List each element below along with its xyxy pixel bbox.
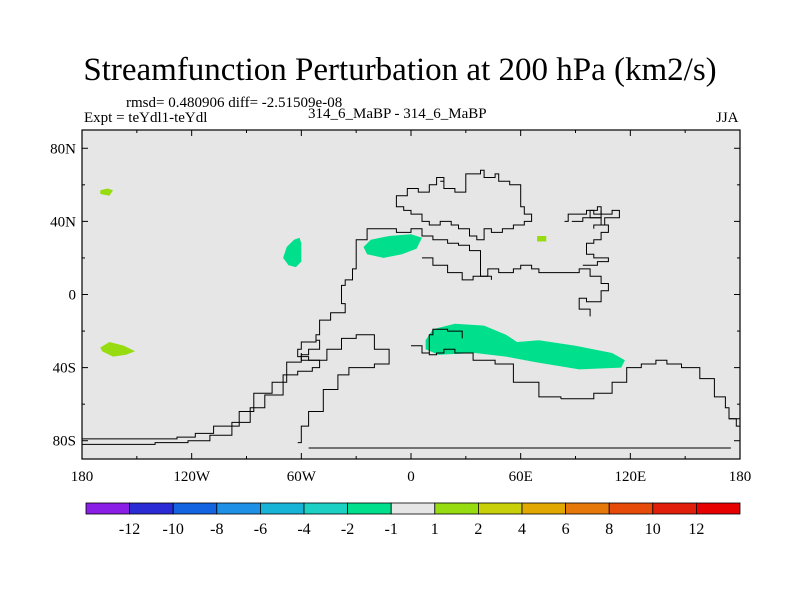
colorbar-box [521,502,566,515]
colorbar-label: -6 [254,521,267,538]
season-label: JJA [716,110,739,126]
coast-africa-east [411,345,562,399]
stats-label: rmsd= 0.480906 diff= -2.51509e-08 [126,95,343,111]
x-tick-label: 60E [509,469,533,485]
y-tick-label: 80S [53,434,76,450]
colorbar-box [434,502,479,515]
colorbar-label: -8 [210,521,223,538]
y-tick-label: 40N [50,214,76,230]
y-tick-label: 40S [53,361,76,377]
colorbar-box [259,502,305,515]
x-tick-label: 60W [287,469,317,485]
x-tick-label: 120W [173,469,211,485]
coast-japan-kamchatka [564,209,602,222]
colorbar-label: 8 [605,521,613,538]
coast-americas-inner [82,340,321,445]
coast-east-asia [582,206,620,266]
colorbar-label: 10 [645,521,661,538]
colorbar-label: 4 [518,521,526,538]
colorbar-label: -10 [163,521,184,538]
colorbar-label: -1 [385,521,398,538]
patch-sw-pacific [100,342,135,357]
colorbar-box [216,502,261,515]
colorbar-box [85,502,130,515]
colorbar-box [303,502,348,515]
x-tick-label: 180 [729,469,752,485]
colorbar-label: 12 [688,521,704,538]
colorbar-box [696,502,741,515]
patch-central-asia [537,236,547,242]
x-tick-label: 180 [71,469,94,485]
patch-ne-pacific [283,237,302,268]
y-tick-label: 0 [69,288,77,304]
coast-south-america [297,334,390,444]
x-tick-label: 120E [614,469,646,485]
colorbar-label: 2 [474,521,482,538]
coast-australia-region [428,328,463,353]
coast-europe-asia [395,169,533,241]
y-tick-label: 80N [50,141,76,157]
colorbar-box [652,502,697,515]
patch-north-africa [363,234,422,258]
colorbar-box [347,502,392,515]
colorbar-label: -2 [341,521,354,538]
colorbar-label: -4 [297,521,310,538]
colorbar-box [129,502,174,515]
colorbar-label: -12 [119,521,140,538]
expt-label: Expt = teYdl1-teYdl [84,110,208,126]
case-label: 314_6_MaBP - 314_6_MaBP [308,106,487,122]
patch-indian-ocean [425,323,625,370]
x-tick-label: 0 [407,469,415,485]
coast-pacific-south [560,359,741,438]
map-background [82,130,740,459]
coast-india-se-asia [422,257,609,317]
colorbar-label: 1 [431,521,439,538]
coast-americas [82,228,492,440]
colorbar-box [565,502,610,515]
colorbar-box [608,502,654,515]
chart-title: Streamfunction Perturbation at 200 hPa (… [83,52,717,88]
patch-nw-pacific [100,188,114,196]
colorbar-label: 6 [562,521,570,538]
colorbar-box [477,502,523,515]
colorbar-box [172,502,218,515]
colorbar-box [390,502,436,515]
